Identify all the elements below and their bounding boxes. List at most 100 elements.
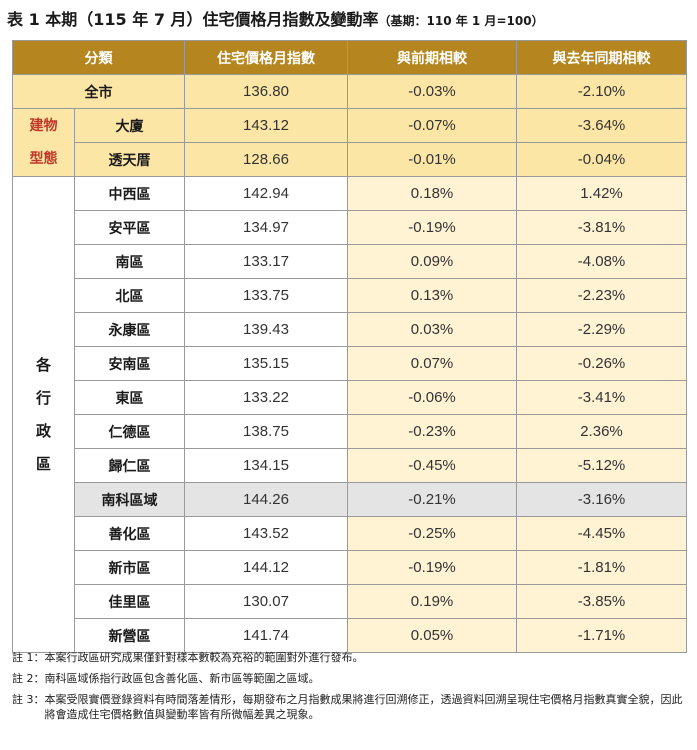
row-index: 134.97: [184, 210, 348, 245]
row-name: 南區: [74, 244, 185, 279]
row-name: 歸仁區: [74, 448, 185, 483]
row-index: 144.12: [184, 550, 348, 585]
table-row: 新市區 144.12 -0.19% -1.81%: [13, 550, 687, 585]
row-yoy: -3.85%: [516, 584, 687, 619]
header-index: 住宅價格月指數: [184, 40, 348, 75]
table-row: 佳里區 130.07 0.19% -3.85%: [13, 584, 687, 619]
row-mom: -0.25%: [347, 516, 517, 551]
row-mom: 0.07%: [347, 346, 517, 381]
row-name: 東區: [74, 380, 185, 415]
row-name: 善化區: [74, 516, 185, 551]
row-index: 133.75: [184, 278, 348, 313]
row-mom: -0.19%: [347, 550, 517, 585]
table-row: 仁德區 138.75 -0.23% 2.36%: [13, 414, 687, 449]
header-category: 分類: [12, 40, 185, 75]
row-index: 128.66: [184, 142, 348, 177]
row-index: 142.94: [184, 176, 348, 211]
row-index: 135.15: [184, 346, 348, 381]
row-yoy: -3.16%: [516, 482, 687, 517]
row-mom: -0.03%: [347, 74, 517, 109]
table-row: 歸仁區 134.15 -0.45% -5.12%: [13, 448, 687, 483]
table-row: 透天厝 128.66 -0.01% -0.04%: [13, 142, 687, 177]
row-mom: -0.45%: [347, 448, 517, 483]
row-index: 138.75: [184, 414, 348, 449]
building-type-label: 建物 型態: [12, 108, 75, 177]
row-yoy: -1.81%: [516, 550, 687, 585]
row-mom: -0.21%: [347, 482, 517, 517]
row-yoy: -0.04%: [516, 142, 687, 177]
table-row: 新營區 141.74 0.05% -1.71%: [13, 618, 687, 653]
row-mom: -0.23%: [347, 414, 517, 449]
row-name: 新營區: [74, 618, 185, 653]
row-yoy: -3.64%: [516, 108, 687, 143]
row-yoy: -2.23%: [516, 278, 687, 313]
row-name: 安平區: [74, 210, 185, 245]
header-mom: 與前期相較: [347, 40, 517, 75]
table-row: 建物 型態 大廈 143.12 -0.07% -3.64%: [12, 108, 687, 177]
table-header-row: 分類 住宅價格月指數 與前期相較 與去年同期相較: [12, 40, 687, 75]
footnote: 註 2： 南科區域係指行政區包含善化區、新市區等範圍之區域。: [12, 672, 320, 685]
row-name: 仁德區: [74, 414, 185, 449]
table-title-main: 表 1 本期（115 年 7 月）住宅價格月指數及變動率: [7, 10, 379, 29]
row-index: 133.22: [184, 380, 348, 415]
table-row: 安平區 134.97 -0.19% -3.81%: [13, 210, 687, 245]
row-mom: 0.03%: [347, 312, 517, 347]
row-yoy: -2.10%: [516, 74, 687, 109]
row-index: 144.26: [184, 482, 348, 517]
table-row: 各行政區中西區 142.94 0.18% 1.42%: [12, 176, 687, 653]
row-yoy: -1.71%: [516, 618, 687, 653]
table-row: 南區 133.17 0.09% -4.08%: [13, 244, 687, 279]
row-mom: -0.19%: [347, 210, 517, 245]
footnotes: 註 1： 本案行政區研究成果僅針對樣本數較為充裕的範圍對外進行發布。 註 2： …: [12, 650, 687, 728]
row-name: 南科區域: [74, 482, 185, 517]
row-yoy: -0.26%: [516, 346, 687, 381]
table-row: 南科區域 144.26 -0.21% -3.16%: [13, 482, 687, 517]
row-mom: 0.18%: [347, 176, 517, 211]
header-yoy: 與去年同期相較: [516, 40, 687, 75]
table-title-base: （基期：110 年 1 月=100）: [378, 14, 544, 28]
row-yoy: 2.36%: [516, 414, 687, 449]
row-name: 透天厝: [74, 142, 185, 177]
row-yoy: 1.42%: [516, 176, 687, 211]
table-row: 永康區 139.43 0.03% -2.29%: [13, 312, 687, 347]
price-index-table: 分類 住宅價格月指數 與前期相較 與去年同期相較 全市 136.80 -0.03…: [12, 40, 687, 653]
row-yoy: -4.45%: [516, 516, 687, 551]
row-mom: 0.13%: [347, 278, 517, 313]
row-index: 139.43: [184, 312, 348, 347]
row-index: 143.52: [184, 516, 348, 551]
row-yoy: -3.41%: [516, 380, 687, 415]
footnote: 註 3： 本案受限實價登錄資料有時間落差情形，每期發布之月指數成果將進行回溯修正…: [12, 693, 683, 721]
row-mom: -0.06%: [347, 380, 517, 415]
table-row: 東區 133.22 -0.06% -3.41%: [13, 380, 687, 415]
row-index: 130.07: [184, 584, 348, 619]
table-row: 北區 133.75 0.13% -2.23%: [13, 278, 687, 313]
row-mom: 0.09%: [347, 244, 517, 279]
district-group-label: 各行政區: [12, 176, 75, 653]
row-name: 佳里區: [74, 584, 185, 619]
table-row: 善化區 143.52 -0.25% -4.45%: [13, 516, 687, 551]
row-name: 新市區: [74, 550, 185, 585]
row-yoy: -5.12%: [516, 448, 687, 483]
row-mom: 0.19%: [347, 584, 517, 619]
row-mom: 0.05%: [347, 618, 517, 653]
row-index: 141.74: [184, 618, 348, 653]
row-mom: -0.01%: [347, 142, 517, 177]
row-index: 136.80: [184, 74, 348, 109]
row-mom: -0.07%: [347, 108, 517, 143]
table-row-total: 全市 136.80 -0.03% -2.10%: [12, 74, 687, 109]
row-yoy: -3.81%: [516, 210, 687, 245]
row-name: 大廈: [74, 108, 185, 143]
row-name: 安南區: [74, 346, 185, 381]
row-index: 133.17: [184, 244, 348, 279]
table-title: 表 1 本期（115 年 7 月）住宅價格月指數及變動率（基期：110 年 1 …: [7, 6, 544, 34]
table-row: 安南區 135.15 0.07% -0.26%: [13, 346, 687, 381]
row-name: 中西區: [74, 176, 185, 211]
row-name: 全市: [12, 74, 185, 109]
row-name: 北區: [74, 278, 185, 313]
row-index: 143.12: [184, 108, 348, 143]
row-yoy: -4.08%: [516, 244, 687, 279]
row-index: 134.15: [184, 448, 348, 483]
footnote: 註 1： 本案行政區研究成果僅針對樣本數較為充裕的範圍對外進行發布。: [12, 651, 364, 664]
row-name: 永康區: [74, 312, 185, 347]
row-yoy: -2.29%: [516, 312, 687, 347]
